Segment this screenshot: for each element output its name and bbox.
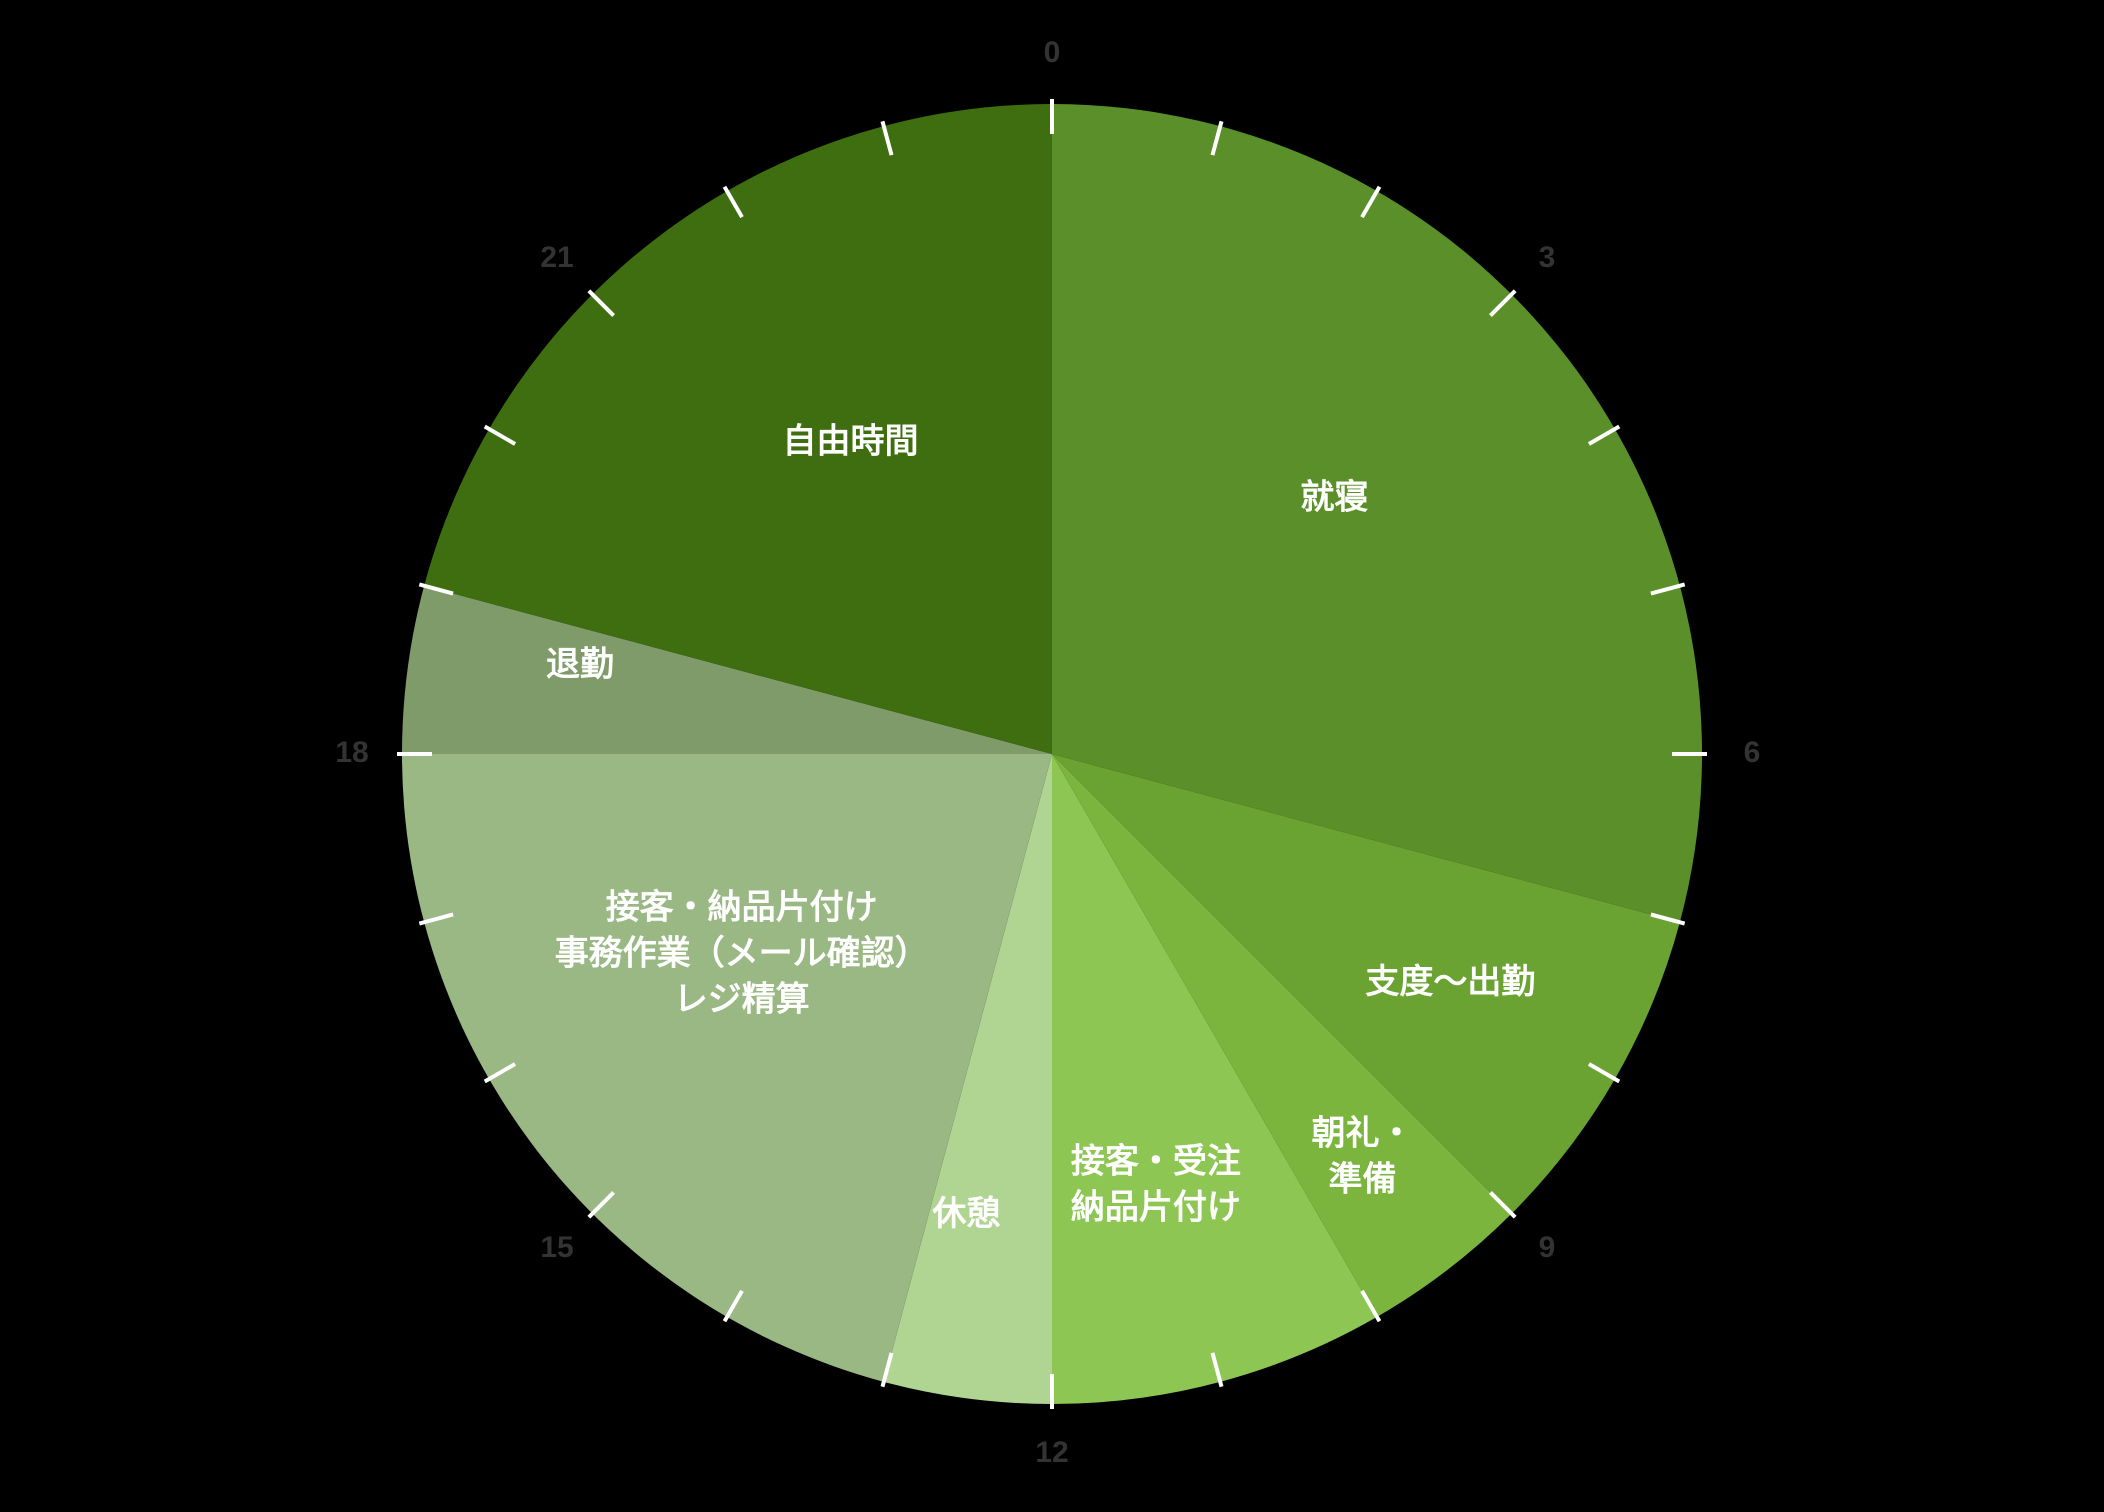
slice-label-free-time: 自由時間 [782,422,918,460]
hour-label-15: 15 [540,1230,573,1263]
slice-label-leave-work: 退勤 [546,645,614,683]
hour-label-0: 0 [1044,35,1061,68]
slice-label-prep-commute: 支度〜出勤 [1365,962,1535,1000]
chart-svg: 0 3 6 9 12 15 18 21 就寝支度〜出勤朝礼・準備 接客・受注納品片付け 休憩 接客・納… [302,4,1802,1504]
slice-label-sleep: 就寝 [1300,477,1368,516]
clock-pie-chart: 0 3 6 9 12 15 18 21 就寝支度〜出勤朝礼・準備 接客・受注納品片付け 休憩 接客・納… [302,4,1802,1509]
slice-label-morning-meeting: 朝礼・ [1311,1114,1413,1152]
slice-label-morning-meeting: 準備 [1328,1160,1396,1198]
slice-label-afternoon-work: 事務作業（メール確認） [555,933,929,972]
hour-label-12: 12 [1035,1435,1068,1468]
hour-label-6: 6 [1744,735,1761,768]
slice-label-break: 休憩 [931,1195,1000,1233]
slice-label-customer-service: 納品片付け [1071,1188,1241,1226]
slice-label-afternoon-work: レジ精算 [674,980,810,1018]
hour-label-18: 18 [335,735,368,768]
hour-label-21: 21 [540,240,573,273]
hour-label-3: 3 [1539,240,1556,273]
slice-label-afternoon-work: 接客・納品片付け [606,887,878,926]
slice-label-customer-service: 接客・受注 [1071,1141,1241,1180]
hour-label-9: 9 [1539,1230,1556,1263]
